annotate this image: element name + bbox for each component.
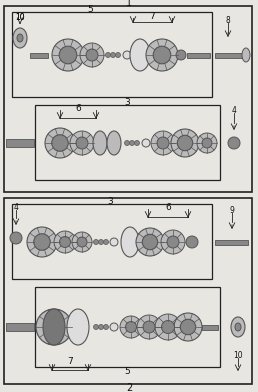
Circle shape [27, 227, 57, 257]
Text: 7: 7 [149, 11, 155, 20]
Circle shape [44, 317, 64, 337]
Circle shape [10, 232, 22, 244]
Bar [4, 198, 252, 384]
Circle shape [103, 240, 109, 245]
Text: 5: 5 [87, 4, 93, 13]
Circle shape [70, 131, 94, 155]
Bar [12, 12, 212, 97]
Circle shape [228, 137, 240, 149]
Ellipse shape [13, 28, 27, 48]
Circle shape [110, 323, 118, 331]
Bar [6, 323, 34, 331]
Circle shape [155, 314, 181, 340]
Ellipse shape [43, 309, 65, 345]
Ellipse shape [17, 34, 23, 42]
Ellipse shape [93, 131, 107, 155]
Circle shape [137, 315, 161, 339]
Text: 6: 6 [75, 103, 81, 113]
Circle shape [54, 231, 76, 253]
Circle shape [52, 39, 84, 71]
Text: 2: 2 [126, 383, 132, 392]
Bar [187, 53, 210, 58]
Ellipse shape [242, 48, 250, 62]
Text: 4: 4 [14, 203, 18, 212]
Circle shape [93, 325, 99, 330]
Ellipse shape [231, 317, 245, 337]
Ellipse shape [67, 309, 89, 345]
Circle shape [143, 321, 155, 333]
Text: 10: 10 [15, 13, 25, 22]
Circle shape [171, 129, 199, 157]
Circle shape [76, 137, 88, 149]
Text: 6: 6 [165, 203, 171, 212]
Circle shape [157, 137, 169, 149]
Circle shape [80, 43, 104, 67]
Circle shape [123, 51, 131, 59]
Circle shape [93, 240, 99, 245]
Circle shape [86, 49, 98, 61]
Circle shape [146, 39, 178, 71]
Bar [215, 240, 248, 245]
Circle shape [99, 240, 103, 245]
Ellipse shape [130, 39, 150, 71]
Bar [215, 53, 242, 58]
Circle shape [177, 135, 193, 151]
Circle shape [142, 139, 150, 147]
Circle shape [59, 46, 77, 64]
Circle shape [134, 140, 140, 145]
Circle shape [103, 325, 109, 330]
Circle shape [186, 236, 198, 248]
Circle shape [197, 133, 217, 153]
Text: 7: 7 [67, 358, 73, 367]
Ellipse shape [107, 131, 121, 155]
Circle shape [36, 309, 72, 345]
Ellipse shape [235, 323, 241, 331]
Circle shape [142, 234, 158, 250]
Bar [12, 204, 212, 279]
Text: 1: 1 [126, 0, 132, 8]
Text: 10: 10 [233, 350, 243, 359]
Circle shape [110, 53, 116, 58]
Circle shape [34, 234, 50, 250]
Circle shape [120, 316, 142, 338]
Circle shape [52, 135, 68, 151]
Circle shape [130, 140, 134, 145]
Bar [30, 53, 48, 58]
Circle shape [151, 131, 175, 155]
Circle shape [153, 46, 171, 64]
Circle shape [136, 228, 164, 256]
Circle shape [72, 232, 92, 252]
Circle shape [45, 128, 75, 158]
Bar [6, 139, 34, 147]
Text: 9: 9 [230, 205, 235, 214]
Bar [35, 105, 220, 180]
Circle shape [125, 321, 136, 332]
Text: 10: 10 [15, 13, 25, 22]
Circle shape [99, 325, 103, 330]
Bar [202, 325, 218, 330]
Circle shape [161, 230, 185, 254]
Circle shape [116, 53, 120, 58]
Circle shape [202, 138, 212, 148]
Circle shape [110, 238, 118, 246]
Circle shape [106, 53, 110, 58]
Circle shape [176, 50, 186, 60]
Ellipse shape [121, 227, 139, 257]
Text: 3: 3 [107, 196, 113, 205]
Circle shape [125, 140, 130, 145]
Circle shape [60, 236, 70, 247]
Circle shape [162, 321, 174, 334]
Bar [4, 6, 252, 192]
Circle shape [77, 237, 87, 247]
Circle shape [180, 319, 196, 335]
Text: 5: 5 [124, 367, 130, 376]
Circle shape [167, 236, 179, 248]
Text: 4: 4 [232, 105, 236, 114]
Text: 3: 3 [124, 98, 130, 107]
Bar [35, 287, 220, 367]
Text: 8: 8 [226, 16, 230, 25]
Circle shape [174, 313, 202, 341]
